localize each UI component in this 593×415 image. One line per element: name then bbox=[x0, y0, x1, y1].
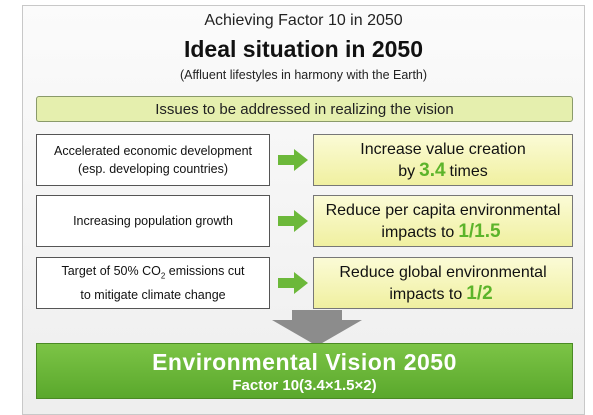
issue-box: Accelerated economic development (esp. d… bbox=[36, 134, 270, 186]
goal-line: by 3.4 times bbox=[398, 160, 488, 182]
goal-box: Reduce per capita environmental impacts … bbox=[313, 195, 573, 247]
vision-title: Environmental Vision 2050 bbox=[152, 348, 457, 375]
goal-number: 3.4 bbox=[419, 159, 446, 181]
goal-line: impacts to 1/1.5 bbox=[381, 221, 504, 243]
goal-line: impacts to 1/2 bbox=[389, 283, 496, 305]
issue-box: Increasing population growth bbox=[36, 195, 270, 247]
issue-line: (esp. developing countries) bbox=[77, 162, 229, 176]
goal-line: Reduce global environmental bbox=[339, 263, 547, 281]
down-arrow bbox=[272, 310, 362, 346]
issue-line: Accelerated economic development bbox=[53, 144, 253, 158]
goal-line: Increase value creation bbox=[360, 140, 526, 158]
issue-text: Target of 50% CO bbox=[61, 264, 161, 279]
subtitle: (Affluent lifestyles in harmony with the… bbox=[179, 68, 428, 82]
goal-text: by bbox=[398, 162, 416, 180]
arrow bbox=[278, 210, 308, 232]
goal-text: times bbox=[449, 162, 488, 180]
arrow bbox=[278, 272, 308, 294]
issue-line: Increasing population growth bbox=[73, 214, 233, 228]
goal-box: Increase value creation by 3.4 times bbox=[313, 134, 573, 186]
pretitle: Achieving Factor 10 in 2050 bbox=[204, 12, 403, 29]
banner: Issues to be addressed in realizing the … bbox=[36, 96, 573, 122]
arrow bbox=[278, 149, 308, 171]
issue-text: emissions cut bbox=[168, 264, 245, 279]
goal-box: Reduce global environmental impacts to 1/… bbox=[313, 257, 573, 309]
goal-number: 1/2 bbox=[466, 282, 493, 304]
subscript: 2 bbox=[160, 271, 166, 281]
goal-number: 1/1.5 bbox=[458, 220, 501, 242]
issue-box: Target of 50% CO2 emissions cut to mitig… bbox=[36, 257, 270, 309]
goal-text: impacts to bbox=[389, 285, 463, 303]
title: Ideal situation in 2050 bbox=[183, 36, 424, 62]
vision-box: Environmental Vision 2050 Factor 10(3.4×… bbox=[36, 343, 573, 399]
vision-subtitle: Factor 10(3.4×1.5×2) bbox=[232, 376, 377, 394]
issue-line: to mitigate climate change bbox=[80, 287, 226, 302]
goal-line: Reduce per capita environmental bbox=[325, 201, 561, 219]
issue-line: Target of 50% CO2 emissions cut bbox=[61, 262, 244, 286]
goal-text: impacts to bbox=[381, 223, 455, 241]
